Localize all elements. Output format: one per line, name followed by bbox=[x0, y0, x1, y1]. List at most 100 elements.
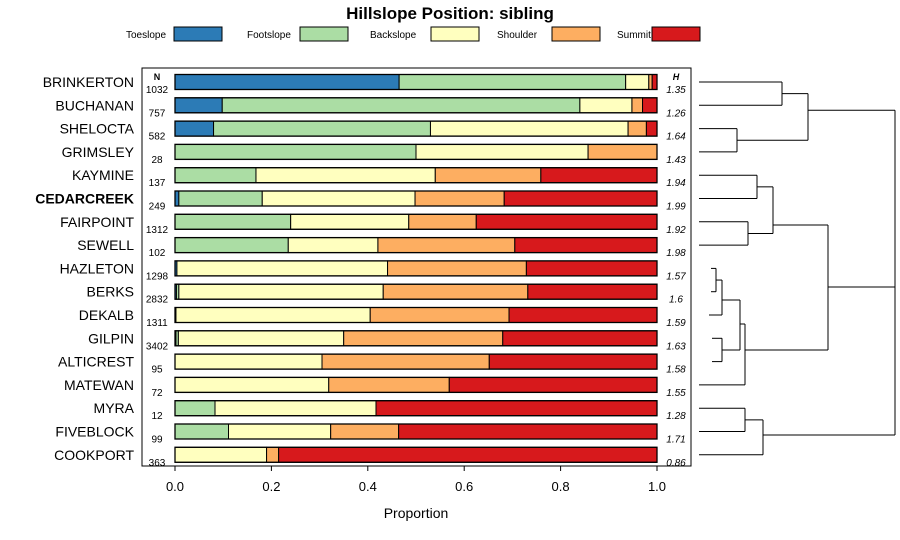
h-value-hazleton: 1.57 bbox=[666, 271, 686, 282]
row-label-shelocta: SHELOCTA bbox=[60, 121, 135, 137]
bar-segment-shelocta-footslope bbox=[213, 120, 431, 137]
bar-outline-grimsley bbox=[174, 143, 658, 161]
bar-segment-sewell-footslope bbox=[174, 237, 289, 254]
bar-segment-gilpin-shoulder bbox=[343, 330, 504, 347]
bar-outline-brinkerton bbox=[174, 73, 658, 91]
row-label-grimsley: GRIMSLEY bbox=[62, 144, 135, 160]
n-value-alticrest: 95 bbox=[151, 365, 163, 376]
n-value-hazleton: 1298 bbox=[146, 271, 169, 282]
bar-segment-fairpoint-backslope bbox=[290, 213, 410, 230]
bar-outline-cookport bbox=[174, 446, 658, 463]
row-label-fiveblock: FIVEBLOCK bbox=[55, 424, 134, 440]
row-label-cookport: COOKPORT bbox=[54, 447, 134, 463]
bar-segment-kaymine-backslope bbox=[255, 167, 436, 184]
x-tick-label-5: 1.0 bbox=[648, 479, 666, 494]
bar-outline-sewell bbox=[174, 236, 658, 254]
x-tick-label-3: 0.6 bbox=[455, 479, 473, 494]
bar-segment-dekalb-summit bbox=[508, 307, 658, 323]
row-label-matewan: MATEWAN bbox=[64, 377, 134, 393]
bar-segment-hazleton-shoulder bbox=[387, 260, 527, 277]
n-value-fiveblock: 99 bbox=[151, 435, 163, 446]
n-value-shelocta: 582 bbox=[149, 132, 166, 143]
bar-segment-shelocta-toeslope bbox=[174, 120, 215, 137]
n-value-kaymine: 137 bbox=[149, 178, 166, 189]
bar-outline-berks bbox=[174, 283, 658, 300]
bar-segment-berks-summit bbox=[527, 283, 658, 300]
bar-segment-shelocta-summit bbox=[645, 120, 658, 137]
h-value-sewell: 1.98 bbox=[666, 248, 686, 259]
h-column-header: H bbox=[673, 72, 680, 82]
h-value-shelocta: 1.64 bbox=[666, 132, 686, 143]
x-axis-label: Proportion bbox=[384, 505, 449, 521]
bar-outline-fairpoint bbox=[174, 213, 658, 230]
bar-segment-fairpoint-shoulder bbox=[408, 213, 477, 230]
row-label-buchanan: BUCHANAN bbox=[55, 97, 134, 113]
bar-segment-kaymine-summit bbox=[540, 167, 658, 184]
legend-label-backslope: Backslope bbox=[370, 30, 417, 41]
legend-swatch-footslope bbox=[299, 26, 349, 42]
bar-outline-myra bbox=[174, 400, 658, 417]
n-value-gilpin: 3402 bbox=[146, 341, 169, 352]
bar-segment-brinkerton-summit bbox=[651, 74, 658, 90]
bar-segment-cedarcreek-backslope bbox=[261, 190, 416, 207]
h-value-alticrest: 1.58 bbox=[666, 365, 686, 376]
bar-segment-kaymine-shoulder bbox=[434, 167, 542, 184]
legend-swatch-summit bbox=[651, 26, 701, 42]
bar-segment-hazleton-backslope bbox=[176, 260, 389, 277]
bar-segment-shelocta-backslope bbox=[429, 120, 629, 137]
bar-segment-berks-shoulder bbox=[382, 283, 529, 300]
row-label-sewell: SEWELL bbox=[77, 237, 134, 253]
bar-segment-myra-backslope bbox=[214, 400, 377, 417]
bar-segment-matewan-summit bbox=[448, 376, 658, 393]
x-tick-label-1: 0.2 bbox=[262, 479, 280, 494]
row-label-dekalb: DEKALB bbox=[79, 307, 134, 323]
n-value-myra: 12 bbox=[151, 411, 163, 422]
n-value-sewell: 102 bbox=[149, 248, 166, 259]
bar-segment-buchanan-toeslope bbox=[174, 97, 223, 114]
bar-segment-shelocta-shoulder bbox=[627, 120, 647, 137]
legend-label-summit: Summit bbox=[617, 30, 651, 41]
x-tick-label-2: 0.4 bbox=[359, 479, 377, 494]
bar-segment-dekalb-shoulder bbox=[369, 307, 510, 323]
row-label-fairpoint: FAIRPOINT bbox=[60, 214, 134, 230]
row-label-hazleton: HAZLETON bbox=[60, 260, 134, 276]
h-value-cedarcreek: 1.99 bbox=[666, 202, 686, 213]
bar-segment-sewell-backslope bbox=[287, 237, 379, 254]
bar-segment-cedarcreek-footslope bbox=[178, 190, 263, 207]
h-value-berks: 1.6 bbox=[669, 295, 683, 306]
h-value-dekalb: 1.59 bbox=[666, 318, 686, 329]
bar-segment-grimsley-shoulder bbox=[587, 143, 658, 160]
bar-outline-shelocta bbox=[174, 120, 658, 137]
legend-swatch-shoulder bbox=[551, 26, 601, 42]
n-value-grimsley: 28 bbox=[151, 155, 163, 166]
h-value-buchanan: 1.26 bbox=[666, 108, 686, 119]
row-label-gilpin: GILPIN bbox=[88, 330, 134, 346]
bar-segment-fiveblock-footslope bbox=[174, 423, 230, 440]
x-tick-label-0: 0.0 bbox=[166, 479, 184, 494]
plot-panel bbox=[141, 67, 692, 467]
bar-segment-fairpoint-footslope bbox=[174, 213, 292, 230]
bar-segment-fiveblock-shoulder bbox=[330, 423, 400, 440]
bar-segment-alticrest-shoulder bbox=[321, 353, 490, 370]
bar-segment-myra-summit bbox=[375, 400, 658, 417]
bar-outline-gilpin bbox=[174, 330, 658, 347]
n-value-brinkerton: 1032 bbox=[146, 85, 169, 96]
row-label-myra: MYRA bbox=[94, 400, 135, 416]
bar-outline-kaymine bbox=[174, 167, 658, 184]
h-value-brinkerton: 1.35 bbox=[666, 85, 686, 96]
bar-outline-buchanan bbox=[174, 97, 658, 114]
row-label-cedarcreek: CEDARCREEK bbox=[35, 191, 134, 207]
bar-segment-fairpoint-summit bbox=[475, 213, 658, 230]
bar-segment-fiveblock-backslope bbox=[228, 423, 332, 440]
n-value-dekalb: 1311 bbox=[146, 318, 168, 329]
bar-segment-sewell-shoulder bbox=[377, 237, 516, 254]
n-value-cookport: 363 bbox=[149, 458, 166, 469]
h-value-cookport: 0.86 bbox=[666, 458, 686, 469]
legend-label-shoulder: Shoulder bbox=[497, 30, 538, 41]
bar-outline-cedarcreek bbox=[174, 190, 658, 207]
bar-segment-brinkerton-toeslope bbox=[174, 74, 400, 90]
bar-segment-cookport-backslope bbox=[174, 446, 268, 463]
bar-segment-cedarcreek-shoulder bbox=[414, 190, 505, 207]
